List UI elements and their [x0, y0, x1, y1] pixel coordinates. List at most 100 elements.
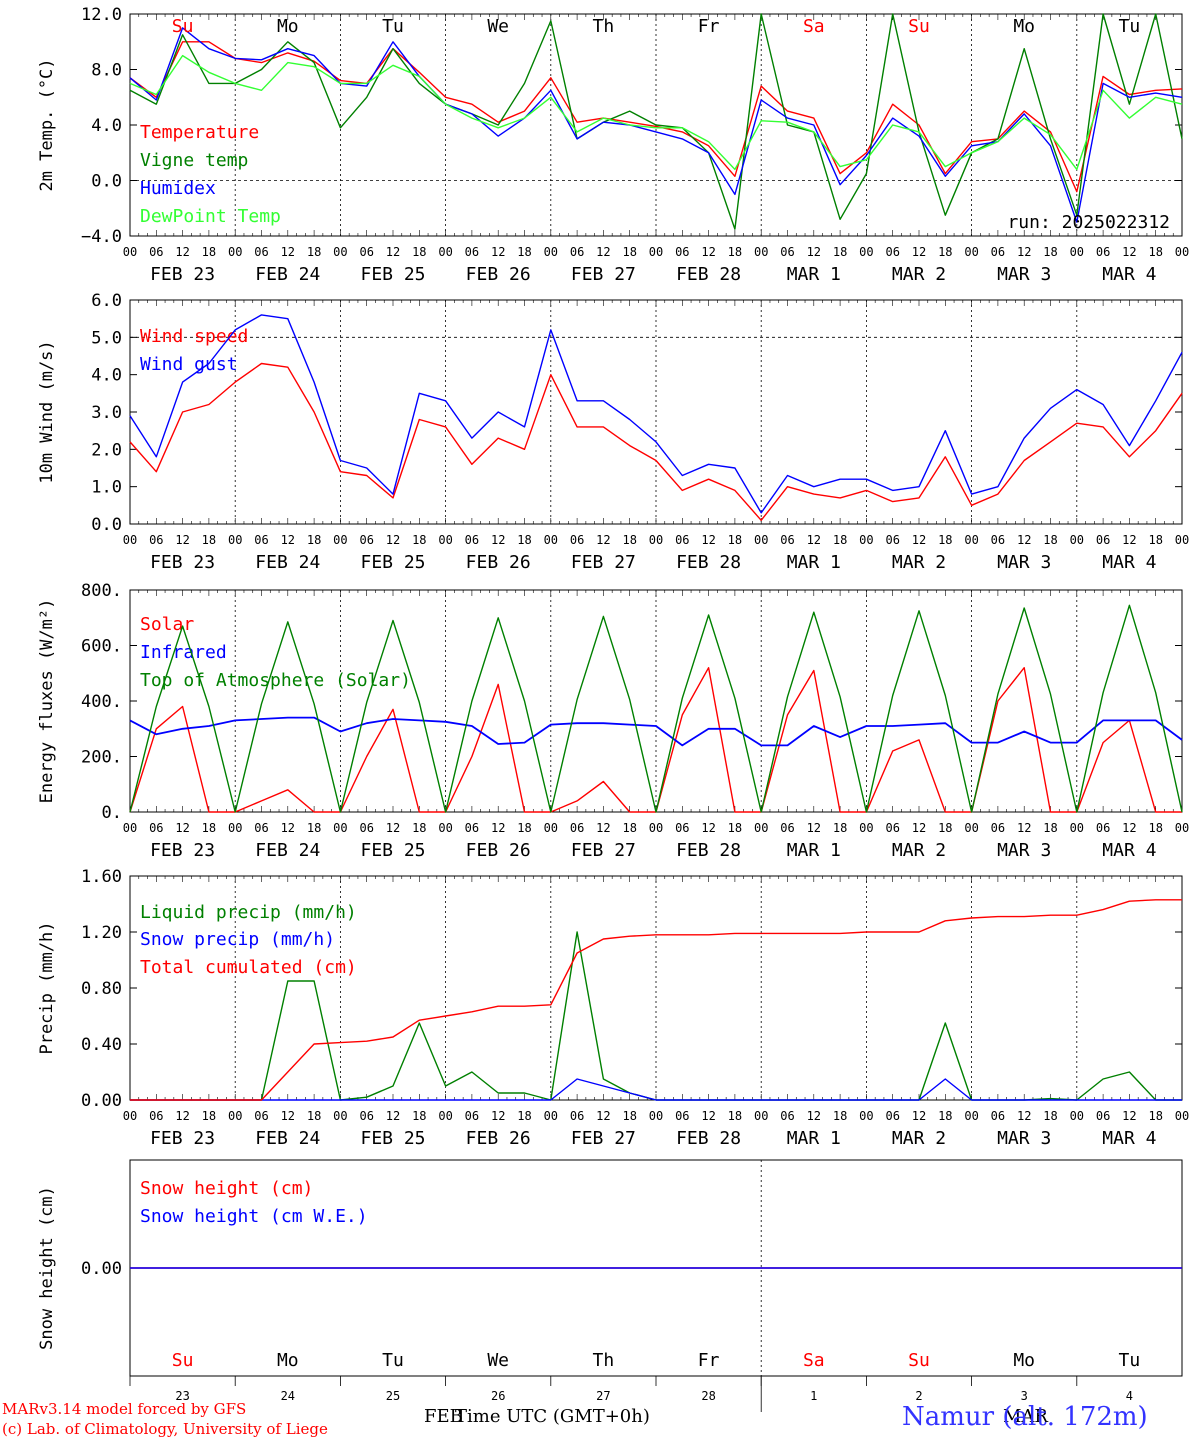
hour-tick-label: 00	[1175, 245, 1189, 259]
hour-tick-label: 18	[938, 533, 952, 547]
day-of-week-label: Su	[172, 16, 194, 37]
hour-tick-label: 12	[175, 533, 189, 547]
date-label: FEB 27	[571, 552, 636, 573]
hour-tick-label: 00	[964, 245, 978, 259]
legend-entry: Snow precip (mm/h)	[140, 929, 335, 950]
hour-tick-label: 18	[202, 821, 216, 835]
model-credit: MARv3.14 model forced by GFS	[2, 1400, 247, 1418]
chart-panel-4: 0.00 0.40 0.80 1.20 1.60 Precip (mm/h) Liquid …	[37, 867, 1189, 1149]
hour-tick-label: 18	[202, 245, 216, 259]
y-tick-label: 200.	[81, 748, 122, 768]
legend-entry: Top of Atmosphere (Solar)	[140, 670, 411, 691]
chart-panel-3: 0. 200. 400. 600. 800. Energy fluxes (W/m²) So…	[37, 581, 1189, 861]
hour-tick-label: 00	[964, 821, 978, 835]
hour-tick-label: 12	[491, 245, 505, 259]
month-label-feb: FEB	[424, 1406, 463, 1427]
series-line	[130, 1078, 1182, 1101]
hour-tick-label: 00	[754, 533, 768, 547]
hour-tick-label: 00	[649, 821, 663, 835]
hour-tick-label: 12	[701, 821, 715, 835]
day-number-label: 1	[810, 1389, 817, 1403]
x-axis-title: Time UTC (GMT+0h)	[455, 1406, 650, 1427]
day-number-label: 27	[596, 1389, 610, 1403]
date-label: FEB 24	[255, 552, 320, 573]
hour-tick-label: 00	[649, 1109, 663, 1123]
hour-tick-label: 06	[885, 1109, 899, 1123]
date-label: FEB 28	[676, 840, 741, 861]
hour-tick-label: 18	[412, 821, 426, 835]
date-label: FEB 23	[150, 552, 215, 573]
legend-entry: Snow height (cm W.E.)	[140, 1206, 368, 1227]
hour-tick-label: 18	[1148, 533, 1162, 547]
hour-tick-label: 18	[412, 1109, 426, 1123]
hour-tick-label: 06	[149, 245, 163, 259]
hour-tick-label: 12	[807, 533, 821, 547]
hour-tick-label: 12	[175, 821, 189, 835]
y-tick-label: 4.0	[91, 366, 122, 386]
date-label: MAR 3	[997, 552, 1051, 573]
hour-tick-label: 18	[938, 245, 952, 259]
hour-tick-label: 18	[307, 821, 321, 835]
hour-tick-label: 18	[1148, 245, 1162, 259]
date-label: FEB 23	[150, 840, 215, 861]
hour-tick-label: 12	[386, 245, 400, 259]
hour-tick-label: 06	[359, 245, 373, 259]
day-number-label: 25	[386, 1389, 400, 1403]
day-number-label: 2	[915, 1389, 922, 1403]
day-of-week-label: Sa	[803, 1350, 825, 1371]
hour-tick-label: 06	[254, 1109, 268, 1123]
hour-tick-label: 06	[780, 1109, 794, 1123]
hour-tick-label: 18	[307, 245, 321, 259]
y-tick-label: 2.0	[91, 440, 122, 460]
copyright-credit: (c) Lab. of Climatology, University of L…	[2, 1420, 328, 1438]
day-of-week-label: We	[487, 16, 509, 37]
hour-tick-label: 18	[1148, 821, 1162, 835]
hour-tick-label: 12	[807, 821, 821, 835]
series-line	[129, 41, 1183, 193]
date-label: FEB 25	[360, 840, 425, 861]
hour-tick-label: 12	[281, 821, 295, 835]
series-line	[130, 899, 1182, 1101]
hour-tick-label: 18	[728, 821, 742, 835]
date-label: MAR 3	[997, 1128, 1051, 1149]
hour-tick-label: 00	[649, 533, 663, 547]
hour-tick-label: 06	[780, 533, 794, 547]
legend-entry: Vigne temp	[140, 150, 248, 171]
day-of-week-label: Tu	[382, 1350, 404, 1371]
hour-tick-label: 18	[517, 245, 531, 259]
date-label: MAR 2	[892, 1128, 946, 1149]
hour-tick-label: 00	[333, 533, 347, 547]
y-axis-label: 10m Wind (m/s)	[37, 340, 57, 483]
date-label: FEB 27	[571, 1128, 636, 1149]
legend-entry: Wind gust	[140, 354, 238, 375]
hour-tick-label: 12	[491, 821, 505, 835]
hour-tick-label: 00	[228, 533, 242, 547]
y-tick-label: 0.0	[91, 172, 122, 192]
hour-tick-label: 18	[202, 1109, 216, 1123]
run-label: run: 2025022312	[1007, 212, 1170, 233]
date-label: MAR 3	[997, 840, 1051, 861]
day-number-label: 3	[1021, 1389, 1028, 1403]
y-tick-label: 8.0	[91, 61, 122, 81]
day-of-week-label: Tu	[1119, 1350, 1141, 1371]
hour-tick-label: 12	[386, 533, 400, 547]
hour-tick-label: 18	[622, 1109, 636, 1123]
chart-panel-1: −4.0 0.0 4.0 8.0 12.0 2m Temp. (°C) Temperatur…	[37, 5, 1189, 285]
hour-tick-label: 06	[570, 1109, 584, 1123]
hour-tick-label: 18	[1148, 1109, 1162, 1123]
date-label: FEB 25	[360, 552, 425, 573]
date-label: MAR 2	[892, 264, 946, 285]
hour-tick-label: 18	[307, 1109, 321, 1123]
date-label: MAR 4	[1102, 1128, 1156, 1149]
station-name: Namur (alt. 172m)	[902, 1402, 1148, 1432]
hour-tick-label: 06	[254, 245, 268, 259]
hour-tick-label: 00	[123, 245, 137, 259]
hour-tick-label: 06	[1096, 1109, 1110, 1123]
hour-tick-label: 18	[938, 1109, 952, 1123]
hour-tick-label: 00	[754, 821, 768, 835]
day-of-week-label: Fr	[698, 1350, 720, 1371]
hour-tick-label: 12	[596, 245, 610, 259]
hour-tick-label: 12	[1122, 1109, 1136, 1123]
date-label: FEB 25	[360, 264, 425, 285]
hour-tick-label: 12	[281, 1109, 295, 1123]
